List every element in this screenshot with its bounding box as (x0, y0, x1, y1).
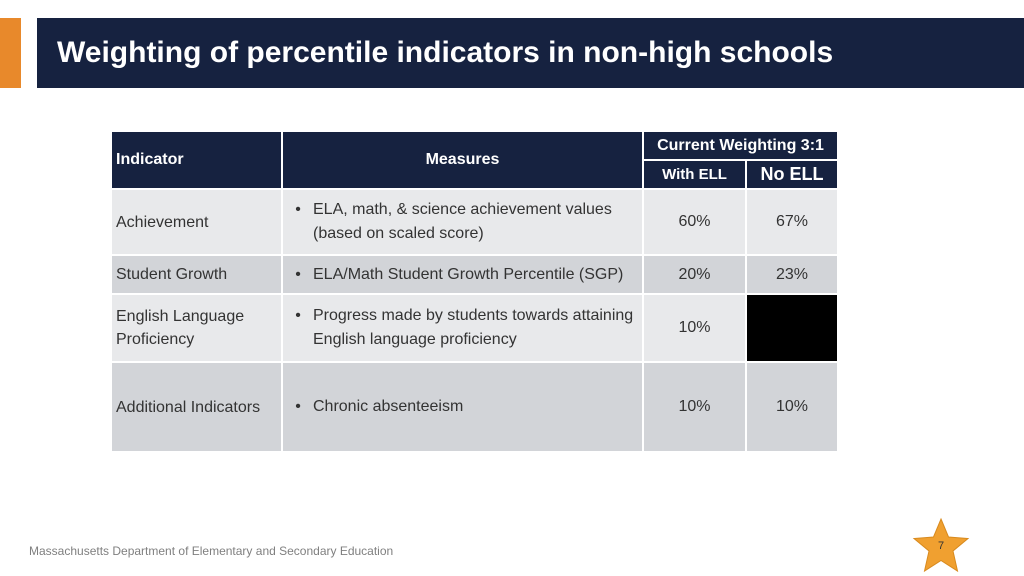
weighting-table: Indicator Measures Current Weighting 3:1… (110, 130, 840, 453)
row-indicator: Achievement (110, 188, 283, 256)
with-ell-value: 60% (642, 188, 747, 256)
slide-title: Weighting of percentile indicators in no… (57, 36, 834, 69)
no-ell-value: 10% (744, 361, 840, 453)
star-icon (912, 517, 970, 573)
row-measure: • ELA/Math Student Growth Percentile (SG… (281, 254, 644, 295)
table-row: English Language Proficiency • Progress … (110, 293, 840, 363)
page-number: 7 (937, 540, 945, 552)
accent-bar (0, 18, 21, 88)
no-ell-value: 67% (744, 188, 840, 256)
measure-text: Chronic absenteeism (313, 398, 464, 415)
no-ell-value: 23% (744, 254, 840, 295)
header-with-ell: With ELL (642, 159, 747, 190)
bullet: • (295, 307, 301, 324)
header-current-weighting: Current Weighting 3:1 (641, 130, 840, 161)
with-ell-value: 10% (642, 361, 747, 453)
header-measures: Measures (281, 130, 644, 190)
header-indicator: Indicator (110, 130, 283, 190)
measure-text: Progress made by students towards attain… (313, 307, 634, 348)
bullet: • (295, 201, 301, 218)
measure-text: ELA, math, & science achievement values … (313, 201, 612, 242)
row-measure: • Chronic absenteeism (281, 361, 644, 453)
table-row: Student Growth • ELA/Math Student Growth… (110, 254, 840, 295)
row-measure: • Progress made by students towards atta… (281, 293, 644, 363)
row-indicator: Additional Indicators (110, 361, 283, 453)
with-ell-value: 20% (642, 254, 747, 295)
measure-text: ELA/Math Student Growth Percentile (SGP) (313, 265, 624, 283)
header-no-ell: No ELL (744, 159, 840, 190)
table-row: Achievement • ELA, math, & science achie… (110, 188, 840, 256)
row-indicator: Student Growth (110, 254, 283, 295)
bullet: • (295, 265, 301, 283)
no-ell-blackout-cell (744, 293, 840, 363)
title-bar: Weighting of percentile indicators in no… (37, 18, 1024, 88)
footer-text: Massachusetts Department of Elementary a… (29, 544, 394, 558)
row-indicator: English Language Proficiency (110, 293, 283, 363)
row-measure: • ELA, math, & science achievement value… (281, 188, 644, 256)
table-row: Additional Indicators • Chronic absentee… (110, 361, 840, 453)
bullet: • (295, 398, 301, 415)
with-ell-value: 10% (642, 293, 747, 363)
